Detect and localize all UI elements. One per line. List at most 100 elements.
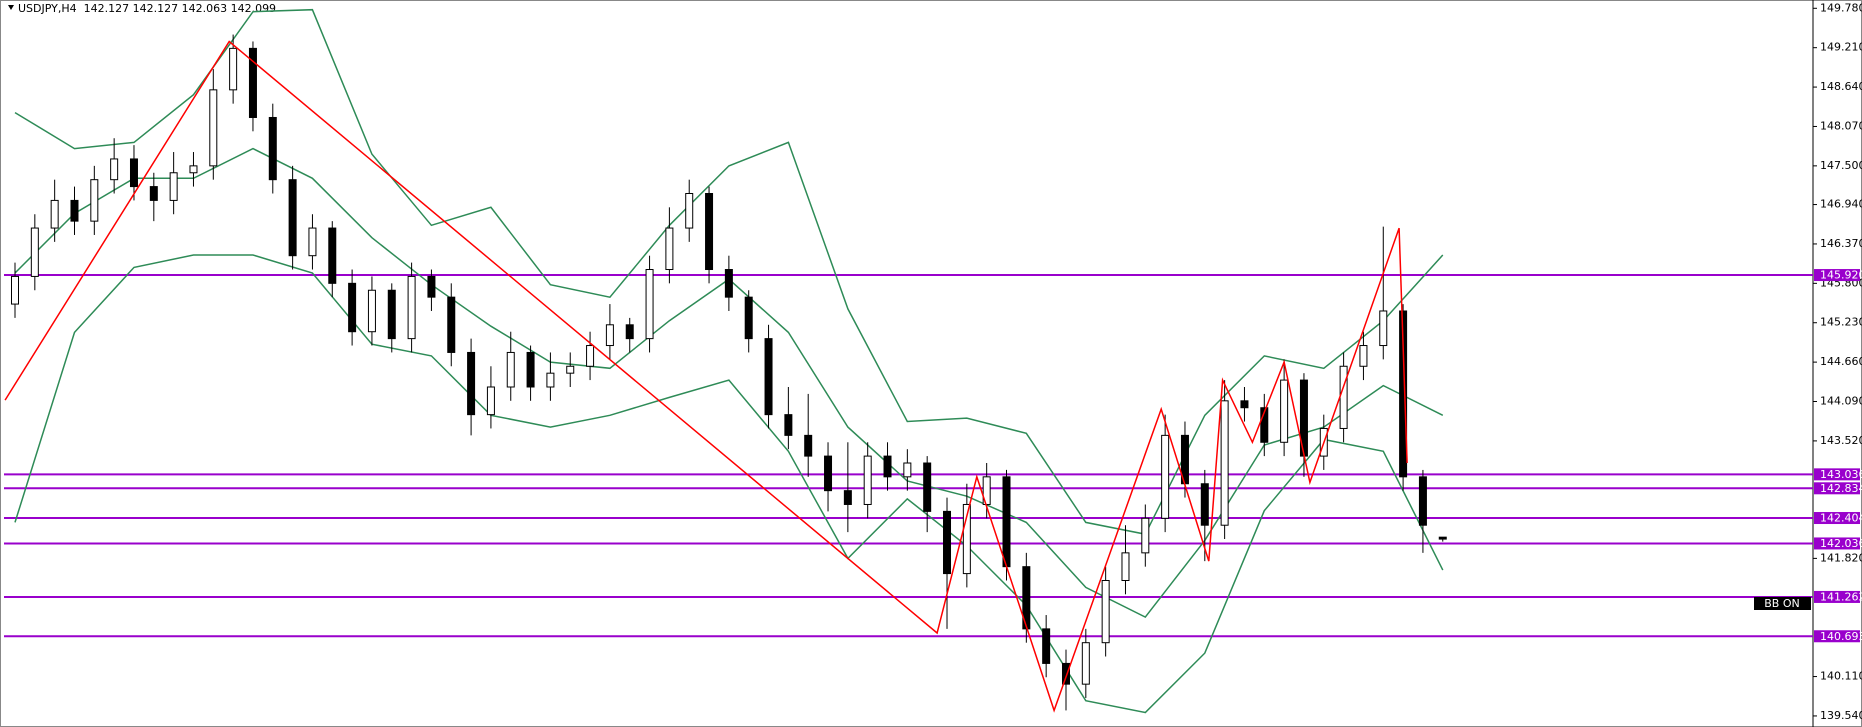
bollinger-band [14, 8, 1444, 536]
candle-body [1161, 434, 1170, 519]
level-label-bg [1814, 269, 1860, 282]
candle-body [30, 227, 39, 277]
y-tick-label: 149.210 [1820, 41, 1862, 54]
level-label: 140.693 [1820, 630, 1862, 643]
candle-body [863, 455, 872, 505]
candle-body [1220, 400, 1229, 526]
y-tick-label: 145.230 [1820, 316, 1862, 329]
candle-body [209, 89, 218, 167]
y-tick-label: 148.640 [1820, 80, 1862, 93]
candle-body [11, 275, 19, 305]
annotation: BB ON [1764, 597, 1799, 610]
candle-body [883, 455, 892, 478]
candle-body [407, 275, 416, 340]
level-label-bg [1814, 590, 1860, 603]
y-tick-label: 143.520 [1820, 434, 1862, 447]
level-label-bg [1814, 630, 1860, 643]
candle-body [705, 192, 714, 271]
candle-body [962, 503, 971, 575]
candle-body [1002, 476, 1011, 568]
candle-body [546, 372, 555, 388]
candle-body [1438, 536, 1447, 540]
candle-body [467, 351, 476, 416]
y-tick-label: 147.500 [1820, 159, 1862, 172]
level-label: 145.920 [1820, 269, 1862, 282]
candle-body [526, 351, 535, 388]
candle-body [784, 414, 793, 436]
candle-body [1339, 365, 1348, 429]
candle-body [288, 179, 297, 257]
candle-body [348, 282, 357, 333]
candle-body [943, 510, 952, 575]
candle-body [50, 199, 59, 229]
candle-body [1418, 476, 1427, 526]
candle-body [308, 227, 317, 257]
y-tick-label: 148.070 [1820, 119, 1862, 132]
zigzag-line [4, 40, 1408, 713]
candle-body [1399, 310, 1408, 478]
candle-body [645, 269, 654, 340]
candle-body [149, 186, 158, 201]
candle-body [506, 351, 515, 388]
candle-body [605, 324, 614, 347]
y-tick-label: 140.110 [1820, 670, 1862, 683]
candle-body [110, 158, 119, 181]
candle-body [1042, 628, 1051, 664]
candle-body [447, 296, 456, 353]
candle-body [625, 324, 634, 340]
bollinger-band [14, 254, 1444, 714]
level-label: 142.404 [1820, 512, 1862, 525]
candle-body [824, 455, 833, 492]
chart-title: USDJPY,H4 142.127 142.127 142.063 142.09… [18, 2, 276, 15]
candle-body [764, 338, 773, 416]
candle-body [70, 199, 79, 222]
candle-body [328, 227, 337, 284]
candle-body [744, 296, 753, 340]
menu-triangle[interactable] [8, 5, 14, 10]
candle-body [724, 269, 733, 298]
candle-body [486, 386, 495, 416]
candle-body [1280, 379, 1289, 443]
candle-body [268, 116, 277, 181]
candle-body [129, 158, 138, 188]
candle-body [1260, 407, 1269, 443]
candle-body [1101, 579, 1110, 644]
candle-body [1240, 400, 1249, 409]
candle-body [1121, 552, 1130, 581]
candle-body [90, 179, 99, 222]
y-tick-label: 146.370 [1820, 237, 1862, 250]
candle-body [1359, 345, 1368, 367]
candle-body [1022, 566, 1031, 630]
candle-body [1379, 310, 1388, 347]
candle-body [427, 275, 436, 298]
candle-body [685, 192, 694, 229]
annotation-bg [1754, 597, 1811, 610]
candle-body [248, 47, 257, 118]
level-label: 141.262 [1820, 590, 1862, 603]
candle-body [1141, 517, 1150, 554]
level-label: 142.834 [1820, 482, 1862, 495]
candle-body [1081, 642, 1090, 685]
candle-body [367, 289, 376, 333]
candle-body [903, 462, 912, 478]
y-tick-label: 139.540 [1820, 709, 1862, 722]
candle-body [566, 365, 575, 374]
candle-body [923, 462, 932, 512]
y-tick-label: 146.940 [1820, 198, 1862, 211]
level-label: 142.036 [1820, 537, 1862, 550]
candle-body [586, 345, 595, 367]
candle-body [1061, 662, 1070, 685]
level-label-bg [1814, 468, 1860, 481]
candle-body [169, 172, 178, 201]
level-label-bg [1814, 512, 1860, 525]
candle-body [665, 227, 674, 271]
level-label-bg [1814, 537, 1860, 550]
y-tick-label: 144.090 [1820, 395, 1862, 408]
candle-body [387, 289, 396, 340]
candle-body [189, 165, 198, 174]
level-label-bg [1814, 482, 1860, 495]
y-tick-label: 149.780 [1820, 1, 1862, 14]
